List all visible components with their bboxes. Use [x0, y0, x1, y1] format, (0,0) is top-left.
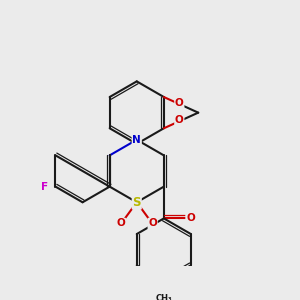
Text: O: O: [175, 98, 184, 108]
Text: F: F: [41, 182, 48, 192]
Text: O: O: [186, 213, 195, 223]
Text: S: S: [133, 196, 141, 209]
Text: O: O: [116, 218, 125, 229]
Text: O: O: [175, 115, 184, 125]
Text: N: N: [132, 135, 141, 145]
Text: CH₃: CH₃: [155, 294, 172, 300]
Text: O: O: [148, 218, 157, 229]
